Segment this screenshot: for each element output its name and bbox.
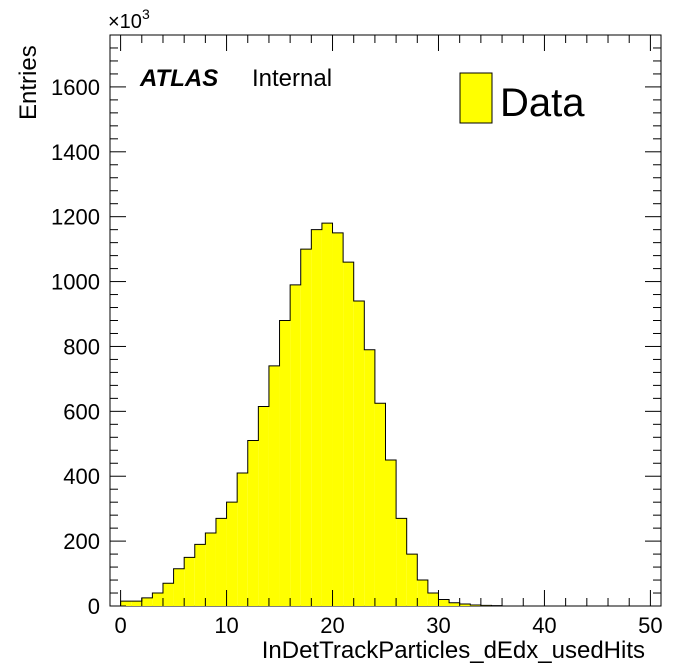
histogram-bin bbox=[215, 518, 227, 606]
histogram-bin bbox=[279, 320, 291, 606]
histogram-bin bbox=[184, 557, 195, 606]
x-tick-label: 0 bbox=[114, 613, 126, 638]
histogram-bin bbox=[173, 568, 185, 606]
histogram-bin bbox=[406, 554, 418, 606]
x-tick-label: 10 bbox=[214, 613, 238, 638]
histogram-bin bbox=[268, 365, 280, 606]
histogram-bin bbox=[120, 601, 132, 606]
histogram-bin bbox=[396, 518, 407, 606]
histogram-bin bbox=[353, 301, 365, 606]
histogram-bin bbox=[343, 262, 354, 606]
x-tick-label: 50 bbox=[638, 613, 662, 638]
histogram-bin bbox=[300, 249, 312, 606]
histogram-bin bbox=[364, 349, 375, 606]
y-tick-label: 1400 bbox=[51, 140, 100, 165]
histogram-bin bbox=[374, 403, 386, 606]
histogram-bin bbox=[152, 593, 163, 606]
histogram-bin bbox=[247, 440, 259, 606]
legend-label-data: Data bbox=[500, 81, 585, 125]
x-tick-label: 40 bbox=[532, 613, 556, 638]
y-tick-label: 400 bbox=[63, 464, 100, 489]
histogram-bin bbox=[237, 472, 248, 606]
y-tick-label: 800 bbox=[63, 334, 100, 359]
y-tick-label: 600 bbox=[63, 399, 100, 424]
x-axis-ticks: 0 10 20 30 40 50 bbox=[114, 35, 663, 638]
histogram-bin bbox=[449, 602, 460, 606]
y-tick-label: 1200 bbox=[51, 205, 100, 230]
histogram-bin bbox=[438, 599, 450, 606]
histogram-bars bbox=[120, 223, 503, 606]
y-axis-title: Entries bbox=[15, 45, 42, 120]
histogram-bin bbox=[332, 232, 344, 606]
histogram-bin bbox=[131, 601, 142, 606]
x-axis-title: InDetTrackParticles_dEdx_usedHits bbox=[262, 637, 645, 664]
atlas-label: ATLAS bbox=[139, 65, 218, 92]
histogram-bin bbox=[141, 597, 153, 606]
x-tick-label: 20 bbox=[320, 613, 344, 638]
histogram-bin bbox=[290, 284, 301, 606]
legend-swatch bbox=[459, 72, 493, 124]
histogram-bin bbox=[162, 583, 174, 606]
y-tick-label: 1600 bbox=[51, 75, 100, 100]
histogram-bin bbox=[194, 544, 206, 606]
y-multiplier: ×103 bbox=[108, 6, 150, 33]
y-tick-label: 1000 bbox=[51, 270, 100, 295]
histogram-bin bbox=[226, 502, 238, 606]
y-axis-ticks: 0 200 400 600 800 1000 1200 1400 1600 bbox=[51, 34, 661, 619]
histogram-bin bbox=[427, 593, 439, 606]
histogram-bin bbox=[311, 229, 322, 606]
histogram-bin bbox=[321, 223, 333, 606]
y-tick-label: 0 bbox=[88, 594, 100, 619]
histogram-bin bbox=[459, 604, 471, 606]
histogram-bin bbox=[385, 460, 397, 606]
internal-label: Internal bbox=[252, 65, 332, 92]
y-tick-label: 200 bbox=[63, 529, 100, 554]
histogram-bin bbox=[258, 406, 269, 606]
x-tick-label: 30 bbox=[426, 613, 450, 638]
histogram-bin bbox=[205, 533, 216, 606]
histogram-bin bbox=[417, 580, 428, 606]
